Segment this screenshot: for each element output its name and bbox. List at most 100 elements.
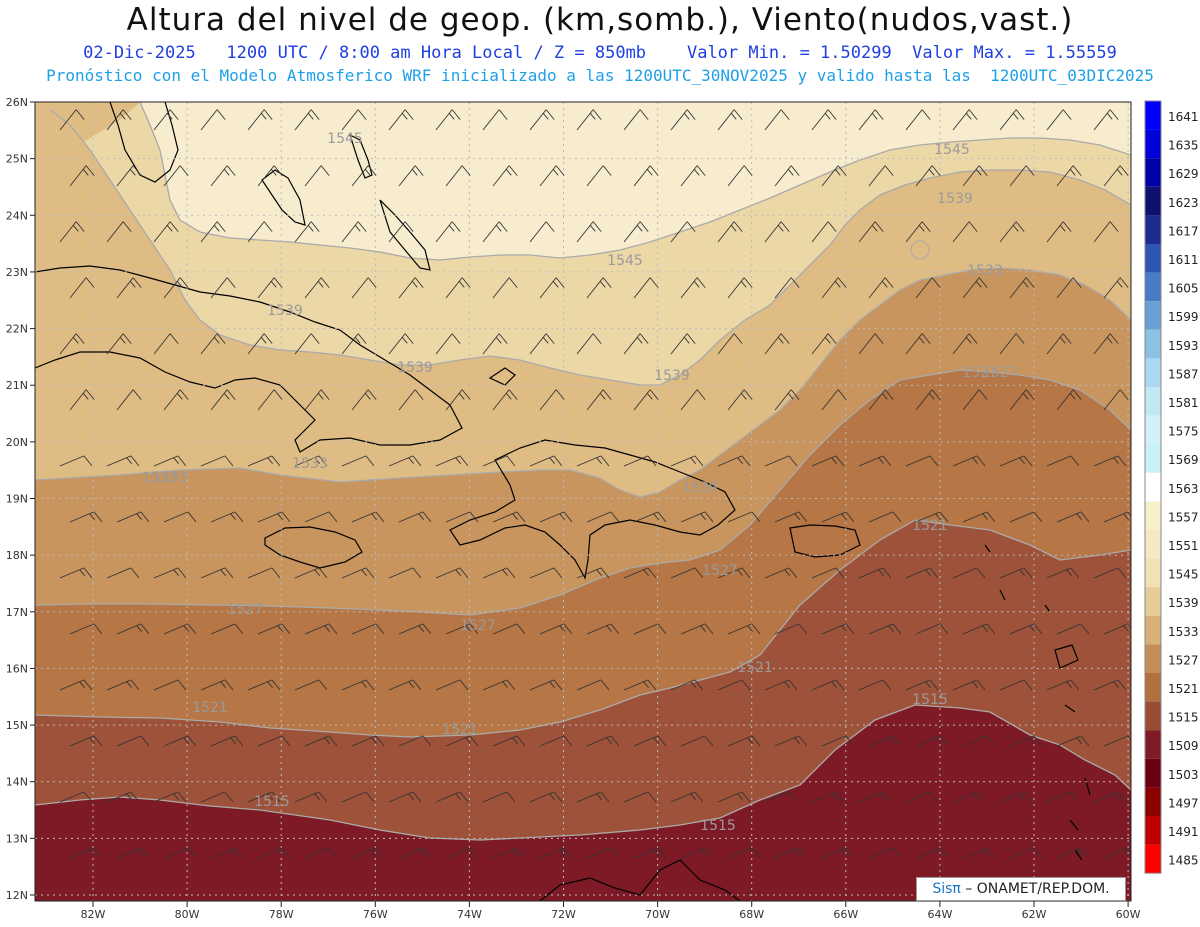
wind-barb — [915, 623, 949, 635]
wind-barb — [623, 333, 649, 355]
wind-barb — [398, 277, 424, 299]
wind-barb — [1009, 511, 1043, 523]
colorbar-label: 1605 — [1168, 282, 1199, 296]
colorbar-label: 1515 — [1168, 711, 1199, 725]
wind-barb — [200, 567, 234, 579]
wind-barb — [529, 455, 563, 467]
wind-barb — [163, 165, 189, 187]
contour-label: 1533 — [967, 263, 1003, 279]
credit-box: Sisπ – ONAMET/REP.DOM. — [916, 877, 1126, 901]
wind-barb — [868, 847, 902, 859]
wind-barb — [1046, 109, 1072, 131]
colorbar: 1641 1635 1629 1623 1617 1611 1605 1599 1593 1587… — [1144, 100, 1199, 874]
wind-barb — [210, 277, 236, 299]
wind-barb — [858, 333, 884, 355]
coast-lesser-antilles — [984, 544, 1091, 861]
wind-barb — [623, 109, 649, 131]
wind-barb — [727, 847, 761, 859]
wind-barb — [821, 511, 855, 523]
wind-barb — [1046, 455, 1080, 467]
colorbar-swatch — [1145, 387, 1161, 416]
colorbar-label: 1635 — [1168, 139, 1199, 153]
colorbar-label: 1539 — [1168, 596, 1199, 610]
lon-label: 70W — [645, 908, 670, 921]
wind-barb — [576, 791, 610, 803]
wind-barb — [727, 165, 753, 187]
wind-barb — [435, 567, 469, 579]
wind-barb — [811, 567, 845, 579]
wind-barb — [999, 791, 1033, 803]
wind-barb — [633, 847, 667, 859]
wind-barb — [1103, 735, 1131, 747]
wind-barb — [764, 791, 798, 803]
coast-venezuela — [539, 859, 741, 901]
wind-barb — [153, 109, 179, 131]
wind-barb — [351, 735, 385, 747]
wind-barb — [388, 333, 414, 355]
wind-barb — [633, 277, 659, 299]
band-1545 — [140, 102, 1131, 260]
wind-barb — [962, 847, 996, 859]
wind-barb — [435, 221, 461, 243]
wind-barb — [106, 333, 132, 355]
contour-label: 1521 — [912, 518, 948, 534]
wind-barb — [774, 511, 808, 523]
wind-barb — [341, 221, 367, 243]
coast-hispaniola — [449, 439, 736, 580]
wind-barb — [905, 109, 931, 131]
wind-barb — [905, 221, 931, 243]
wind-barb — [670, 567, 704, 579]
wind-barb — [445, 165, 471, 187]
lat-label: 18N — [6, 549, 28, 562]
contour-label: 1527 — [227, 602, 263, 618]
wind-barb — [539, 165, 565, 187]
lat-label: 16N — [6, 662, 28, 675]
wind-barb — [764, 679, 798, 691]
lon-label: 60W — [1116, 908, 1141, 921]
wind-barb — [915, 165, 941, 187]
colorbar-swatch — [1145, 501, 1161, 530]
credit-text: – ONAMET/REP.DOM. — [960, 881, 1110, 897]
colorbar-swatch — [1145, 787, 1161, 816]
wind-barb — [576, 333, 602, 355]
contour-label: 1533 — [142, 470, 178, 486]
wind-barb — [586, 277, 612, 299]
wind-barb — [868, 623, 902, 635]
wind-barb — [341, 791, 375, 803]
wind-barb — [858, 455, 892, 467]
wind-barb — [764, 221, 790, 243]
wind-barb — [1103, 847, 1131, 859]
wind-barb — [529, 567, 563, 579]
wind-barb — [69, 847, 103, 859]
wind-barb — [623, 679, 657, 691]
colorbar-label: 1569 — [1168, 453, 1199, 467]
lon-label: 74W — [457, 908, 482, 921]
wind-barb — [586, 165, 612, 187]
wind-barb — [257, 277, 283, 299]
lat-label: 15N — [6, 719, 28, 732]
wind-barb — [680, 389, 706, 411]
wind-barb — [247, 109, 273, 131]
contour-label: 1539 — [937, 191, 973, 207]
wind-barb — [727, 389, 753, 411]
wind-barb — [59, 333, 85, 355]
wind-barb — [915, 735, 949, 747]
wind-barb — [116, 847, 150, 859]
wind-barb — [586, 735, 620, 747]
contour-line — [35, 704, 1131, 841]
wind-barb — [388, 567, 422, 579]
wind-barb — [529, 679, 563, 691]
wind-barb — [482, 791, 516, 803]
wind-barb — [811, 221, 837, 243]
wind-barb — [435, 455, 469, 467]
wind-barb — [868, 389, 894, 411]
wind-barb — [304, 623, 338, 635]
wind-barb — [116, 511, 150, 523]
colorbar-frame — [1144, 100, 1162, 874]
wind-barb — [59, 109, 85, 131]
wind-barb — [1093, 333, 1119, 355]
colorbar-swatch — [1145, 644, 1161, 673]
wind-barb — [492, 511, 526, 523]
lon-label: 62W — [1022, 908, 1047, 921]
wind-barb — [999, 109, 1025, 131]
